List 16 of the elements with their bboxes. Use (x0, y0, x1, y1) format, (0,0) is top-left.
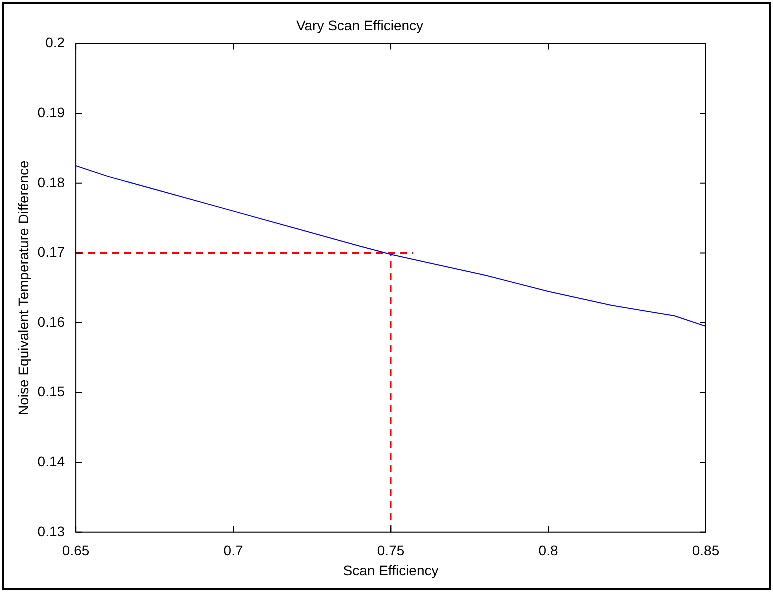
y-tick-label: 0.19 (38, 104, 66, 120)
x-tick-label: 0.75 (377, 542, 405, 559)
y-tick-label: 0.15 (38, 384, 66, 400)
y-tick-label: 0.16 (38, 314, 66, 330)
x-tick-label: 0.8 (538, 542, 558, 559)
x-axis-title: Scan Efficiency (343, 562, 439, 578)
y-tick-label: 0.18 (38, 174, 66, 190)
y-axis-title: Noise Equivalent Temperature Difference (15, 160, 32, 416)
y-tick-label: 0.2 (46, 34, 66, 51)
x-tick-label: 0.85 (692, 542, 720, 559)
chart-title: Vary Scan Efficiency (296, 17, 424, 34)
y-tick-label: 0.17 (38, 244, 66, 260)
x-tick-label: 0.7 (224, 542, 244, 559)
x-tick-label: 0.65 (62, 542, 90, 559)
y-tick-label: 0.13 (38, 523, 66, 540)
y-tick-label: 0.14 (38, 453, 66, 470)
